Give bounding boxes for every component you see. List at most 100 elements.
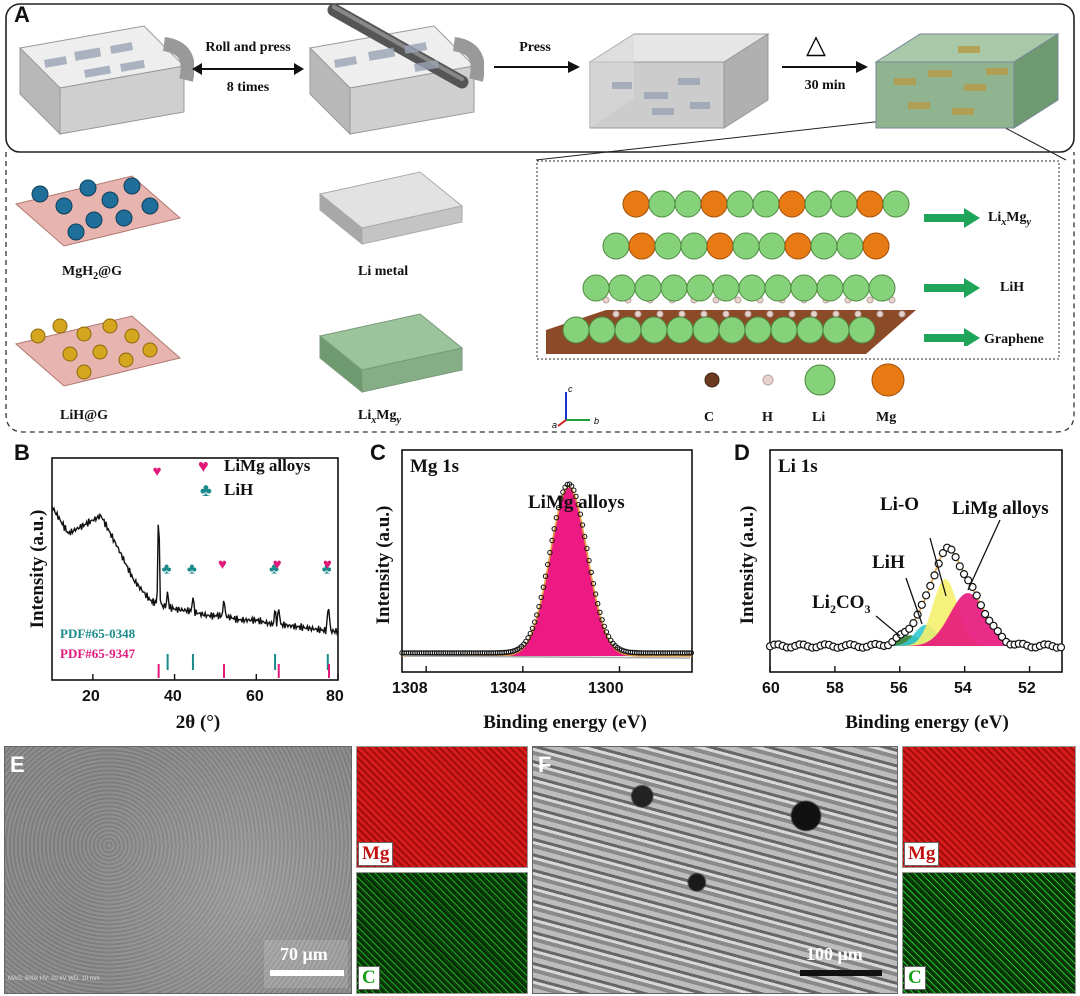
data-point [540, 584, 547, 590]
legend-limg-label: LiMg alloys [224, 456, 311, 475]
scale-bar-f-label: 100 μm [806, 944, 863, 964]
panel-d-letter: D [734, 440, 750, 465]
mg1s-xlabel: Binding energy (eV) [483, 712, 647, 733]
data-point [582, 533, 588, 540]
data-point [529, 625, 536, 632]
li-metal-label: Li metal [358, 264, 409, 279]
panel-c-letter: C [370, 440, 386, 465]
peak-club-marker: ♣ [187, 561, 197, 577]
atom-h-label: H [762, 410, 773, 425]
data-point [547, 549, 553, 556]
panel-e-letter: E [10, 752, 25, 777]
legend-lih-label: LiH [224, 480, 254, 499]
eds-map-f-c [902, 872, 1076, 994]
mg1s-xtick-1304: 1304 [490, 680, 526, 697]
li-atom [764, 274, 792, 302]
li-atom [738, 274, 766, 302]
li1s-xtick-58: 58 [826, 680, 844, 697]
li-metal-illustration [318, 171, 464, 246]
scale-bar-e [270, 970, 344, 976]
data-point [527, 630, 534, 637]
legend-heart-icon: ♥ [198, 456, 209, 476]
li1s-annotation-lih: LiH [872, 552, 905, 573]
time-label: 30 min [804, 78, 846, 93]
data-point [938, 548, 947, 558]
mg1s-ylabel-wrap: Intensity (a.u.) [372, 478, 394, 658]
li-atom [882, 190, 910, 218]
li1s-xtick-56: 56 [890, 680, 908, 697]
times-label: 8 times [226, 80, 270, 95]
mg1s-annotation: LiMg alloys [528, 492, 625, 513]
graphene-label: Graphene [984, 332, 1044, 347]
data-point [592, 591, 599, 597]
lixmgy-structure-label: LixMgy [988, 210, 1031, 228]
li-atom [588, 316, 616, 344]
li-atom [770, 316, 798, 344]
li-atom [830, 190, 858, 218]
xrd-chart: ♥♣ ♣ ♥ ♣♥ ♣♥ [51, 457, 339, 681]
li-atom [660, 274, 688, 302]
mg-atom [700, 190, 728, 218]
mg1s-title: Mg 1s [410, 456, 460, 477]
mg-atom [784, 232, 812, 260]
data-point [555, 505, 562, 511]
component-limgalloys [770, 593, 1062, 646]
eds-f-c-label: C [904, 966, 926, 990]
li-atom [692, 316, 720, 344]
li-atom [790, 274, 818, 302]
data-point [575, 501, 581, 508]
peak-club-marker: ♣ [162, 561, 172, 577]
data-point [571, 487, 577, 493]
li-atom [868, 274, 896, 302]
eds-e-c-label: C [358, 966, 380, 990]
li-atom [822, 316, 850, 344]
structure-arrows [924, 208, 980, 346]
data-point [688, 650, 694, 656]
data-point [951, 552, 960, 562]
data-point [579, 522, 586, 528]
data-point [568, 483, 575, 489]
li1s-xlabel: Binding energy (eV) [845, 712, 1009, 733]
data-point [1056, 643, 1066, 652]
data-point [538, 594, 544, 601]
h-atom [734, 296, 742, 304]
sem-image-e [4, 746, 352, 994]
heat-arrow [782, 61, 868, 73]
h-atom [612, 310, 620, 318]
axis-a-label: a [552, 420, 557, 430]
mg-atom [706, 232, 734, 260]
peak-heart-marker: ♥ [273, 557, 282, 573]
atom-c-label: C [704, 410, 715, 425]
li1s-xtick-54: 54 [954, 680, 972, 697]
data-point [930, 571, 939, 580]
peak-heart-marker: ♥ [218, 557, 227, 573]
mg1s-ylabel: Intensity (a.u.) [373, 505, 394, 625]
li-atom [816, 274, 844, 302]
data-point [590, 580, 597, 587]
mg-atom [622, 190, 650, 218]
h-atom [766, 310, 774, 318]
mg1s-xtick-1308: 1308 [392, 680, 428, 697]
xrd-xtick-40: 40 [164, 688, 182, 705]
data-point [560, 489, 566, 495]
scale-bar-e-label: 70 μm [280, 944, 328, 964]
peak-heart-marker: ♥ [323, 557, 332, 573]
h-atom [678, 310, 686, 318]
peak-club-marker: ♣ [322, 561, 332, 577]
data-point [597, 609, 603, 616]
data-point [981, 609, 990, 619]
li-atom [680, 232, 708, 260]
data-point [558, 496, 564, 502]
data-point [573, 493, 579, 500]
data-point [599, 617, 605, 623]
eds-f-mg-label: Mg [904, 842, 940, 866]
li1s-annotation-lio: Li-O [880, 494, 920, 515]
data-point [976, 601, 985, 610]
data-point [584, 545, 590, 552]
li-atom [726, 190, 754, 218]
legend-club-icon: ♣ [200, 480, 212, 500]
scale-bar-f [800, 970, 882, 976]
press-label: Press [519, 40, 551, 55]
li-atom [712, 274, 740, 302]
data-point [588, 569, 594, 576]
